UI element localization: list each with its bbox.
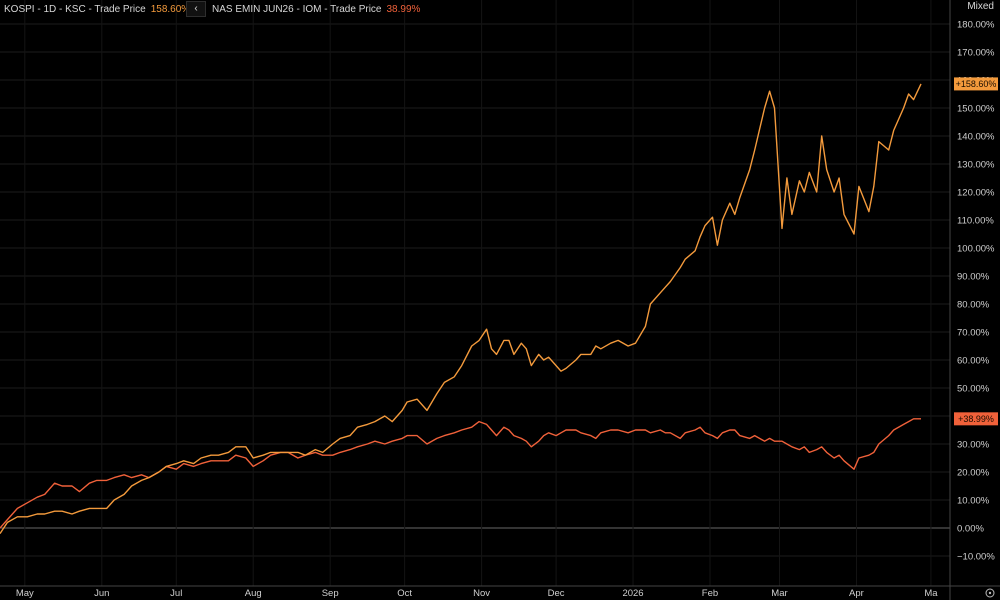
y-tick-label: 30.00%	[957, 440, 990, 451]
legend-series-kospi[interactable]: KOSPI - 1D - KSC - Trade Price 158.60%	[4, 0, 190, 18]
legend-series-nas-emin-label: NAS EMIN JUN26 - IOM - Trade Price	[212, 3, 382, 15]
series-line-nas-emin	[0, 418, 921, 529]
y-tick-label: 50.00%	[957, 384, 990, 395]
y-tick-label: 70.00%	[957, 328, 990, 339]
x-tick-label: Mar	[771, 588, 787, 599]
y-tick-label: −10.00%	[957, 552, 995, 563]
x-tick-label: Aug	[245, 588, 262, 599]
x-tick-label: Feb	[702, 588, 718, 599]
legend-series-nas-emin-value: 38.99%	[386, 3, 421, 15]
y-tick-label: 90.00%	[957, 272, 990, 283]
series-line-kospi	[0, 83, 922, 534]
x-tick-label: 2026	[622, 588, 643, 599]
x-tick-label: Ma	[924, 588, 938, 599]
y-tick-label: 150.00%	[957, 104, 995, 115]
x-tick-label: Dec	[548, 588, 565, 599]
y-tick-label: 80.00%	[957, 300, 990, 311]
y-tick-label: 20.00%	[957, 468, 990, 479]
x-axis[interactable]: May Jun Jul Aug Sep Oct Nov Dec 2026 Feb Mar Apr Ma	[0, 585, 1000, 599]
y-tick-label: 60.00%	[957, 356, 990, 367]
x-tick-label: Apr	[849, 588, 864, 599]
y-tick-label: 180.00%	[957, 20, 995, 31]
y-tick-label: 100.00%	[957, 244, 995, 255]
legend-series-kospi-value: 158.60%	[150, 3, 191, 15]
x-tick-label: May	[16, 588, 34, 599]
last-value-labels: +38.99% +158.60%	[954, 77, 998, 426]
axis-mode-button[interactable]: Mixed	[967, 1, 994, 12]
y-tick-label: 170.00%	[957, 48, 995, 59]
x-tick-label: Jun	[94, 588, 109, 599]
last-value-label: +158.60%	[956, 79, 997, 89]
y-tick-label: 130.00%	[957, 160, 995, 171]
legend-series-kospi-label: KOSPI - 1D - KSC - Trade Price	[4, 3, 146, 15]
last-value-tag-nas-emin: +38.99%	[954, 412, 998, 426]
y-tick-label: 110.00%	[957, 216, 994, 227]
scroll-to-latest-icon[interactable]	[985, 588, 995, 598]
x-tick-label: Jul	[170, 588, 182, 599]
legend-series-nas-emin[interactable]: ‹ NAS EMIN JUN26 - IOM - Trade Price 38.…	[186, 0, 420, 18]
y-tick-label: 0.00%	[957, 524, 984, 535]
chevron-left-icon[interactable]: ‹	[186, 1, 206, 17]
series-layer	[0, 83, 922, 534]
grid-lines	[0, 0, 950, 586]
x-tick-label: Oct	[397, 588, 412, 599]
last-value-tag-kospi: +158.60%	[954, 77, 998, 91]
last-value-label: +38.99%	[958, 414, 994, 424]
y-tick-label: 120.00%	[957, 188, 995, 199]
x-tick-label: Sep	[322, 588, 339, 599]
x-tick-label: Nov	[473, 588, 490, 599]
y-tick-label: 140.00%	[957, 132, 995, 143]
y-tick-label: 10.00%	[957, 496, 990, 507]
